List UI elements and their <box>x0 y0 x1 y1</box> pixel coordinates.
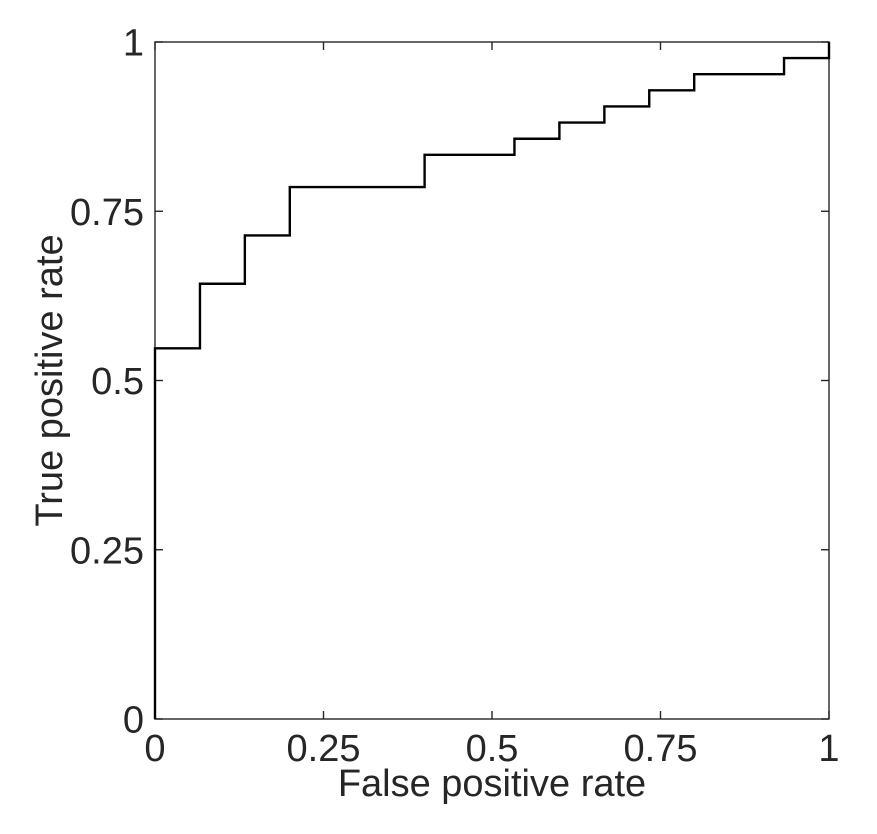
y-tick-label: 0 <box>123 700 144 742</box>
y-tick-label: 0.5 <box>91 361 144 403</box>
plot-box <box>154 41 830 720</box>
x-tick-label: 0.75 <box>624 728 698 770</box>
y-tick-label: 0.75 <box>70 192 144 234</box>
x-tick-label: 0.5 <box>466 728 519 770</box>
y-tick-label: 1 <box>123 23 144 65</box>
x-tick-label: 0 <box>144 728 165 770</box>
roc-curve <box>153 42 831 719</box>
x-axis-label: False positive rate <box>338 763 646 805</box>
x-tick-label: 0.25 <box>287 728 361 770</box>
x-tick-label: 1 <box>818 728 839 770</box>
y-axis-label: True positive rate <box>29 234 71 526</box>
y-tick-label: 0.25 <box>70 530 144 572</box>
